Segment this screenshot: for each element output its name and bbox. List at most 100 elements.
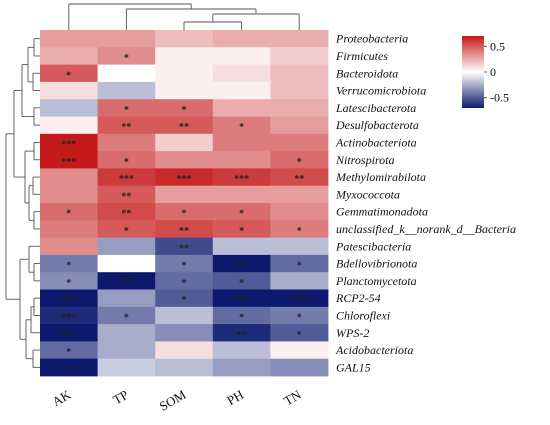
row-label: Actinobacteriota	[335, 135, 417, 149]
row-label: Bacteroidota	[336, 66, 398, 80]
heatmap-cell	[270, 81, 329, 100]
significance-label: *	[66, 70, 71, 81]
heatmap-cell	[212, 220, 271, 238]
significance-label: **	[179, 122, 189, 133]
heatmap-cell	[97, 306, 156, 325]
heatmap-cell	[270, 203, 329, 221]
significance-label: *	[124, 105, 129, 116]
heatmap-cell	[270, 220, 329, 238]
significance-label: *	[182, 261, 187, 272]
heatmap-cell	[97, 341, 156, 360]
heatmap-cell	[40, 185, 98, 204]
heatmap-cell	[40, 306, 98, 325]
heatmap-cell	[155, 203, 214, 221]
significance-label: *	[182, 295, 187, 306]
significance-label: ***	[234, 295, 249, 306]
heatmap-cell	[212, 358, 271, 377]
row-label: Desulfobacterota	[335, 118, 419, 132]
significance-label: *	[297, 261, 302, 272]
row-label: Verrucomicrobiota	[336, 84, 426, 98]
heatmap-cell	[212, 237, 271, 256]
heatmap-cell	[212, 254, 271, 273]
significance-label: ***	[61, 330, 76, 341]
significance-label: *	[297, 312, 302, 323]
significance-label: ***	[61, 312, 76, 323]
significance-label: **	[179, 226, 189, 237]
heatmap-cell	[155, 185, 214, 204]
heatmap-cell	[97, 185, 156, 204]
heatmap-cell	[40, 99, 98, 117]
significance-label: *	[239, 209, 244, 220]
significance-label: ***	[234, 261, 249, 272]
heatmap-cell	[155, 168, 214, 187]
heatmap-cell	[155, 30, 214, 48]
heatmap-cell	[40, 47, 98, 65]
heatmap-cell	[212, 133, 271, 152]
legend-tick-label: 0.5	[490, 39, 505, 53]
row-label: Myxococcota	[335, 187, 400, 201]
heatmap-cell	[155, 324, 214, 342]
heatmap-cell	[40, 272, 98, 290]
row-label: Acidobacteriota	[335, 343, 413, 357]
significance-label: ***	[61, 139, 76, 150]
significance-label: ***	[61, 157, 76, 168]
heatmap-cell	[155, 81, 214, 100]
heatmap-cell	[270, 306, 329, 325]
heatmap-cell	[97, 116, 156, 135]
heatmap-cell	[155, 237, 214, 256]
heatmap-cell	[270, 358, 329, 377]
significance-label: ***	[119, 174, 134, 185]
heatmap-cell	[97, 47, 156, 65]
heatmap-cell	[212, 81, 271, 100]
row-label: Firmicutes	[335, 49, 388, 63]
heatmap-cell	[40, 220, 98, 238]
heatmap-cell	[270, 151, 329, 169]
heatmap-cell	[212, 289, 271, 308]
row-label: Nitrospirota	[335, 153, 394, 167]
heatmap-cell	[270, 237, 329, 256]
heatmap-cell	[212, 151, 271, 169]
heatmap-cell	[97, 203, 156, 221]
row-label: Methylomirabilota	[335, 170, 426, 184]
heatmap-cell	[270, 324, 329, 342]
heatmap-cell	[212, 185, 271, 204]
heatmap-cell	[212, 64, 271, 83]
column-labels: AK TP SOM PH TN	[50, 387, 305, 414]
heatmap-cell	[40, 30, 98, 48]
column-label: PH	[224, 387, 246, 408]
heatmap-cell	[270, 133, 329, 152]
significance-label: **	[294, 174, 304, 185]
significance-label: **	[121, 209, 131, 220]
heatmap-cell	[270, 272, 329, 290]
heatmap-cell	[212, 272, 271, 290]
legend-tick-label: 0	[490, 65, 496, 79]
heatmap-cell	[155, 151, 214, 169]
heatmap-cell	[97, 133, 156, 152]
significance-label: *	[124, 157, 129, 168]
significance-label: **	[237, 330, 247, 341]
significance-label: *	[182, 278, 187, 289]
significance-label: *	[239, 226, 244, 237]
column-label: AK	[50, 387, 74, 410]
significance-label: *	[297, 330, 302, 341]
significance-label: *	[239, 122, 244, 133]
heatmap-cell	[155, 133, 214, 152]
significance-label: **	[121, 122, 131, 133]
row-label: Patescibacteria	[335, 239, 411, 253]
row-label: Planctomycetota	[335, 274, 417, 288]
significance-label: *	[66, 347, 71, 358]
heatmap-cell	[155, 272, 214, 290]
heatmap-cell	[40, 237, 98, 256]
heatmap-cell	[270, 185, 329, 204]
significance-label: *	[239, 312, 244, 323]
heatmap-cell	[270, 47, 329, 65]
heatmap-cell	[270, 254, 329, 273]
significance-label: *	[182, 105, 187, 116]
heatmap-cell	[97, 324, 156, 342]
heatmap-cell	[212, 47, 271, 65]
heatmap-cell	[155, 358, 214, 377]
heatmap-cell	[212, 99, 271, 117]
significance-label: ***	[61, 295, 76, 306]
significance-label: ***	[177, 174, 192, 185]
